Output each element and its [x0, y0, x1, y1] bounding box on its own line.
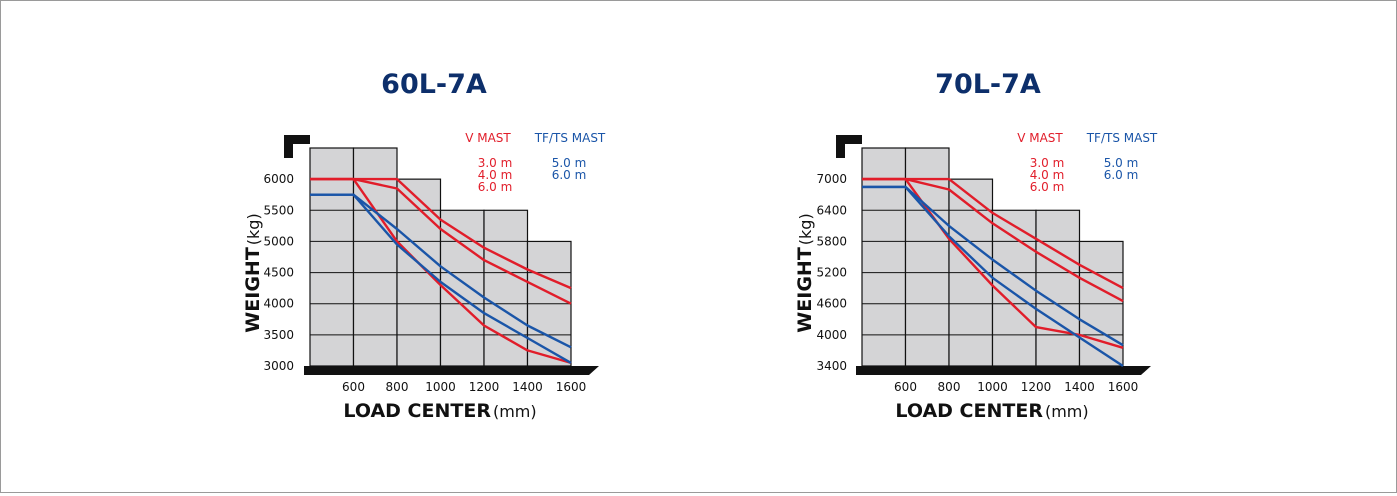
y-tick-label: 4000 [816, 328, 847, 342]
mast-bracket [284, 135, 310, 158]
mast-bracket [836, 135, 862, 158]
y-tick-label: 5200 [816, 266, 847, 280]
legend-tf-mast-item: 5.0 m [552, 156, 587, 170]
x-tick-label: 1200 [469, 380, 500, 394]
y-axis-label: WEIGHT [242, 247, 264, 333]
x-axis-label: LOAD CENTER [343, 400, 491, 422]
chart-1: 60L-7A 6000 5500 5000 4500 4000 3500 3000 600 800… [242, 69, 606, 422]
legend-tf-mast-label: TF/TS MAST [534, 131, 606, 145]
y-axis-title: WEIGHT (kg) [794, 213, 816, 332]
series-line-v-mast-3 [310, 177, 572, 365]
legend-tf-mast-item: 6.0 m [552, 168, 587, 182]
grid-block [483, 209, 529, 367]
legend-v-mast-item: 3.0 m [478, 156, 513, 170]
legend-tf-mast-item: 6.0 m [1104, 168, 1139, 182]
x-tick-label: 1600 [1108, 380, 1139, 394]
grid-block [861, 147, 907, 367]
y-tick-label: 5800 [816, 234, 847, 248]
y-tick-label: 3000 [263, 359, 294, 373]
chart-title: 60L-7A [381, 69, 487, 100]
x-tick-label: 1400 [1064, 380, 1095, 394]
x-tick-label: 1400 [512, 380, 543, 394]
y-tick-label: 6000 [263, 172, 294, 186]
y-axis-title: WEIGHT (kg) [242, 213, 264, 332]
legend-tf-mast-label: TF/TS MAST [1086, 131, 1158, 145]
y-tick-label: 4500 [263, 266, 294, 280]
chart-title: 70L-7A [935, 69, 1041, 100]
x-axis-title: LOAD CENTER (mm) [895, 400, 1088, 422]
y-axis-label: WEIGHT [794, 247, 816, 333]
floor-bar [304, 366, 599, 375]
y-tick-label: 5000 [263, 234, 294, 248]
x-axis-unit: (mm) [1045, 402, 1089, 421]
x-tick-label: 800 [938, 380, 961, 394]
x-axis-title: LOAD CENTER (mm) [343, 400, 536, 422]
series-line-tf-mast-5 [862, 185, 1124, 368]
y-tick-label: 3500 [263, 328, 294, 342]
x-tick-label: 600 [894, 380, 917, 394]
series-line-v-mast-3 [862, 177, 1124, 349]
x-tick-label: 1000 [425, 380, 456, 394]
y-axis-unit: (kg) [244, 213, 263, 245]
legend-v-mast-item: 6.0 m [1030, 180, 1065, 194]
y-tick-label: 6400 [816, 203, 847, 217]
legend-tf-mast-item: 5.0 m [1104, 156, 1139, 170]
x-tick-label: 1200 [1021, 380, 1052, 394]
grid-block [309, 147, 355, 367]
y-tick-label: 7000 [816, 172, 847, 186]
legend-v-mast-item: 3.0 m [1030, 156, 1065, 170]
legend-v-mast-item: 4.0 m [1030, 168, 1065, 182]
legend-v-mast-label: V MAST [465, 131, 511, 145]
floor-bar [856, 366, 1151, 375]
legend-v-mast-label: V MAST [1017, 131, 1063, 145]
y-tick-label: 4000 [263, 297, 294, 311]
x-tick-label: 1600 [556, 380, 587, 394]
x-axis-unit: (mm) [493, 402, 537, 421]
y-tick-label: 5500 [263, 203, 294, 217]
x-tick-label: 600 [342, 380, 365, 394]
legend-v-mast-item: 4.0 m [478, 168, 513, 182]
y-tick-label: 3400 [816, 359, 847, 373]
legend-v-mast-item: 6.0 m [478, 180, 513, 194]
x-tick-label: 1000 [977, 380, 1008, 394]
grid-block [1035, 209, 1081, 367]
y-axis-unit: (kg) [796, 213, 815, 245]
x-axis-label: LOAD CENTER [895, 400, 1043, 422]
y-tick-label: 4600 [816, 297, 847, 311]
chart-2: 70L-7A 7000 6400 5800 5200 4600 4000 3400 600 800… [794, 69, 1158, 422]
x-tick-label: 800 [386, 380, 409, 394]
series-line-tf-mast-5 [310, 193, 572, 364]
